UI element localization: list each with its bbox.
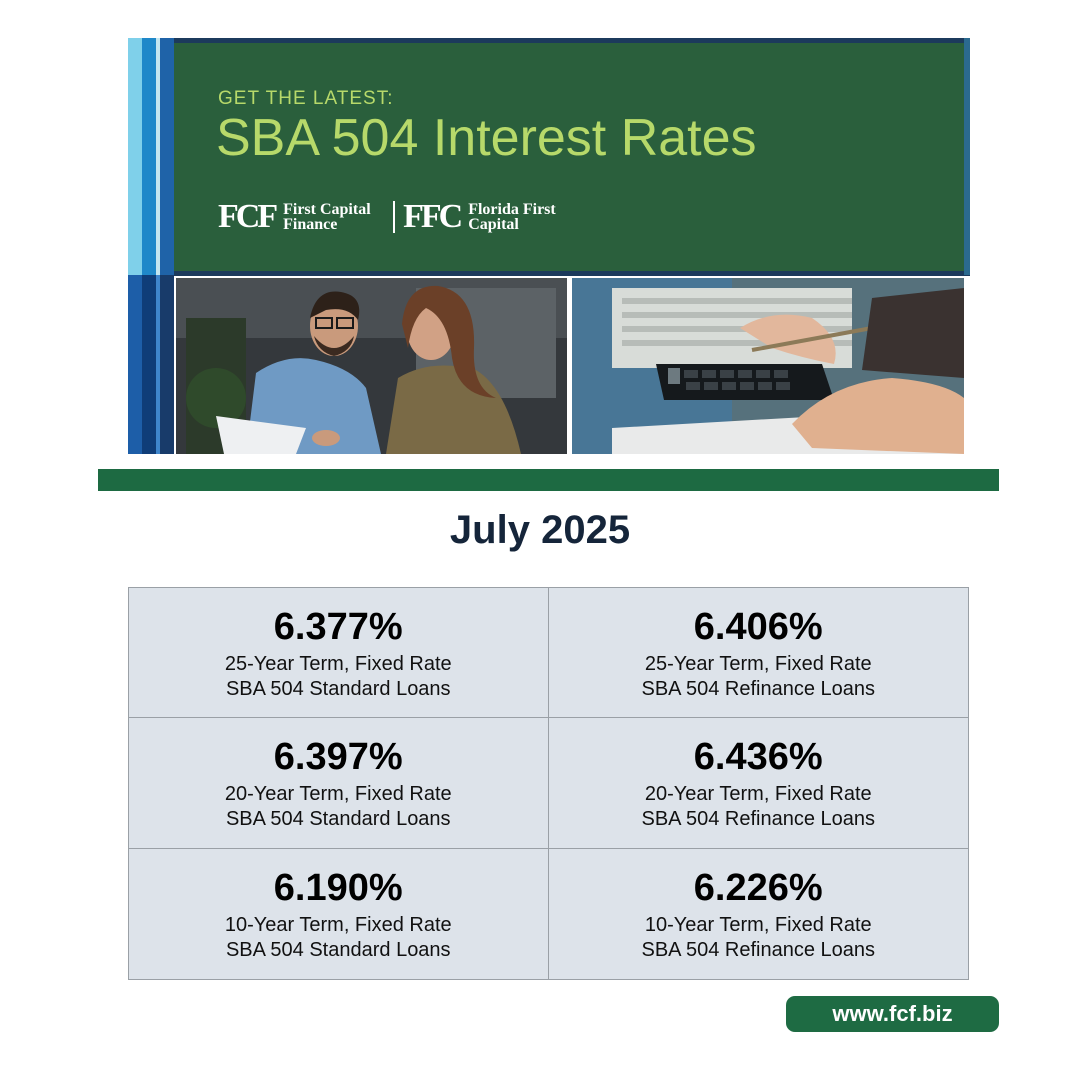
rate-cell: 6.377% 25-Year Term, Fixed Rate SBA 504 … <box>129 588 549 719</box>
photo-calculator-paperwork <box>572 278 964 454</box>
decorative-stripes-lower <box>128 275 174 454</box>
ffc-logo-name: Florida First Capital <box>468 201 578 233</box>
ffc-name-line1: Florida First <box>468 201 556 218</box>
banner-headline: SBA 504 Interest Rates <box>216 109 757 167</box>
rate-value: 6.377% <box>273 605 403 648</box>
rate-period-title: July 2025 <box>449 508 631 552</box>
stripe <box>156 38 160 454</box>
rate-value: 6.226% <box>693 866 823 909</box>
website-link[interactable]: www.fcf.biz <box>786 996 999 1032</box>
loan-type: SBA 504 Standard Loans <box>225 938 451 961</box>
loan-type: SBA 504 Standard Loans <box>225 677 451 700</box>
fcf-logo-mark: FCF <box>218 198 278 235</box>
company-logos: FCF First Capital Finance FFC Florida Fi… <box>218 197 578 237</box>
rate-cell: 6.406% 25-Year Term, Fixed Rate SBA 504 … <box>548 588 968 719</box>
ffc-logo-mark: FFC <box>403 198 463 235</box>
rate-term: 20-Year Term, Fixed Rate <box>224 782 452 805</box>
loan-type: SBA 504 Refinance Loans <box>641 807 875 830</box>
banner-kicker: GET THE LATEST: <box>218 88 394 109</box>
loan-type: SBA 504 Refinance Loans <box>641 938 875 961</box>
photo-business-meeting <box>176 278 567 454</box>
rate-term: 25-Year Term, Fixed Rate <box>644 652 872 675</box>
rate-term: 25-Year Term, Fixed Rate <box>224 652 452 675</box>
rate-value: 6.190% <box>273 866 403 909</box>
rate-term: 10-Year Term, Fixed Rate <box>644 913 872 936</box>
loan-type: SBA 504 Standard Loans <box>225 807 451 830</box>
stripe <box>128 275 142 454</box>
rate-cell: 6.436% 20-Year Term, Fixed Rate SBA 504 … <box>548 718 968 849</box>
loan-type: SBA 504 Refinance Loans <box>641 677 875 700</box>
rate-cell: 6.190% 10-Year Term, Fixed Rate SBA 504 … <box>129 848 549 979</box>
fcf-name-line2: Finance <box>283 216 338 233</box>
rate-cell: 6.226% 10-Year Term, Fixed Rate SBA 504 … <box>549 849 969 979</box>
stripe <box>156 275 160 454</box>
banner-bottom-rule <box>128 271 970 276</box>
header-banner <box>128 38 970 275</box>
section-divider <box>98 469 999 491</box>
logo-separator <box>393 201 396 233</box>
fcf-name-line1: First Capital <box>283 201 371 218</box>
ffc-name-line2: Capital <box>468 216 519 233</box>
rate-value: 6.436% <box>693 735 823 778</box>
banner-right-edge <box>964 38 970 275</box>
rates-table: 6.377% 25-Year Term, Fixed Rate SBA 504 … <box>128 587 969 980</box>
banner-top-rule <box>128 38 970 43</box>
fcf-logo-name: First Capital Finance <box>283 201 383 233</box>
rate-term: 20-Year Term, Fixed Rate <box>644 782 872 805</box>
calculator-illustration <box>572 278 964 454</box>
rate-value: 6.406% <box>693 605 823 648</box>
stripe <box>160 275 174 454</box>
rate-cell: 6.397% 20-Year Term, Fixed Rate SBA 504 … <box>129 718 549 849</box>
rate-value: 6.397% <box>273 735 403 778</box>
stripe <box>142 275 156 454</box>
rate-term: 10-Year Term, Fixed Rate <box>224 913 452 936</box>
business-meeting-illustration <box>176 278 567 454</box>
